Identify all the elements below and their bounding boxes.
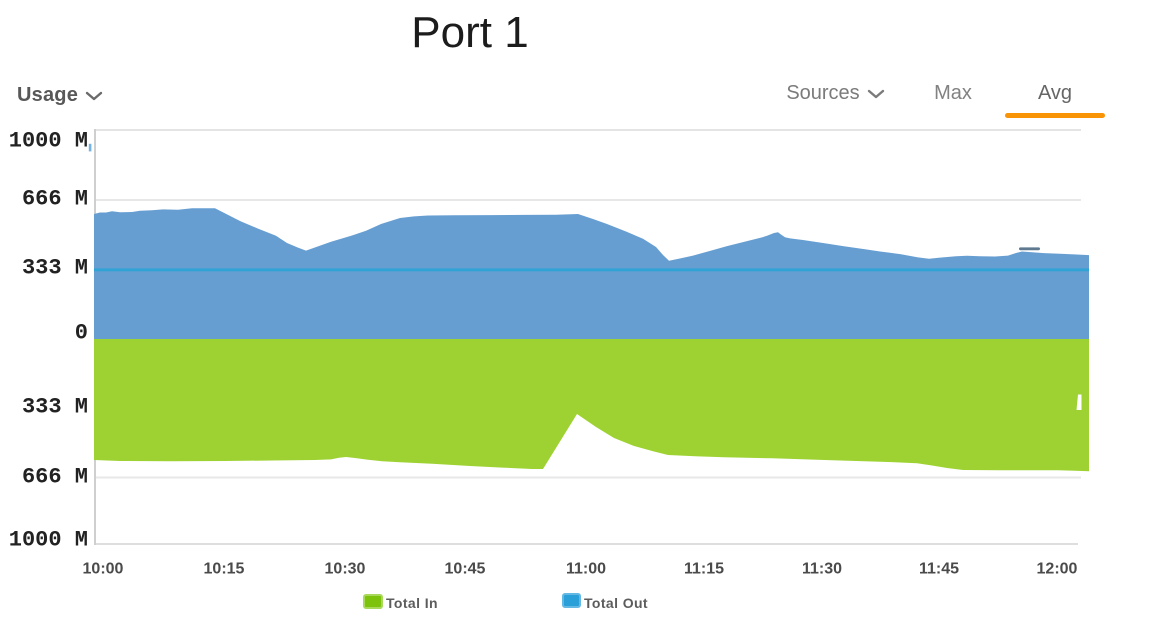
svg-text:12:00: 12:00 xyxy=(1037,561,1078,578)
svg-text:10:15: 10:15 xyxy=(204,561,245,578)
svg-text:666 M: 666 M xyxy=(22,465,88,490)
svg-text:11:30: 11:30 xyxy=(802,561,842,578)
svg-text:1000 M: 1000 M xyxy=(9,528,88,553)
svg-text:10:45: 10:45 xyxy=(445,561,486,578)
svg-text:10:30: 10:30 xyxy=(325,561,366,578)
svg-text:10:00: 10:00 xyxy=(83,561,124,578)
svg-text:11:15: 11:15 xyxy=(684,561,724,578)
svg-text:666 M: 666 M xyxy=(22,187,88,212)
svg-text:11:00: 11:00 xyxy=(566,561,606,578)
svg-text:0: 0 xyxy=(75,321,88,346)
svg-text:11:45: 11:45 xyxy=(919,561,959,578)
svg-text:333 M: 333 M xyxy=(22,256,88,281)
svg-text:1000 M: 1000 M xyxy=(9,129,88,154)
svg-text:333 M: 333 M xyxy=(22,395,88,420)
